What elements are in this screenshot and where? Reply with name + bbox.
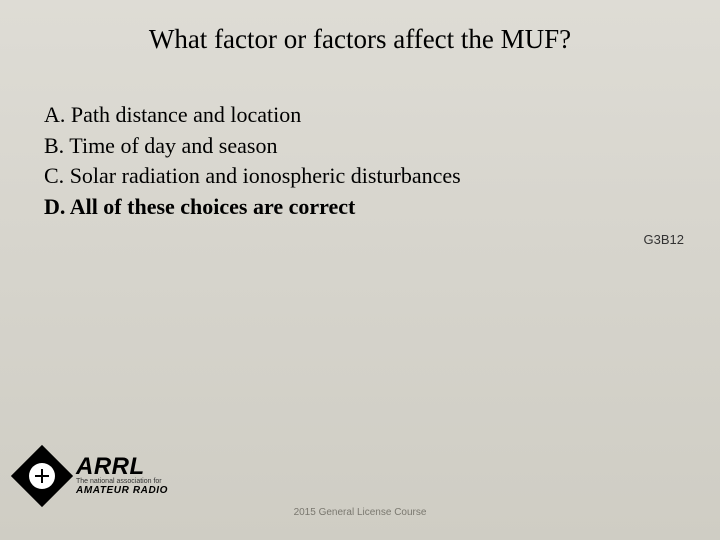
option-text: All of these choices are correct — [70, 194, 356, 219]
question-title: What factor or factors affect the MUF? — [0, 0, 720, 55]
question-code: G3B12 — [644, 232, 684, 247]
footer-text: 2015 General License Course — [0, 507, 720, 518]
option-b: B. Time of day and season — [44, 132, 720, 161]
option-d: D. All of these choices are correct — [44, 193, 720, 222]
option-a: A. Path distance and location — [44, 101, 720, 130]
options-list: A. Path distance and location B. Time of… — [44, 101, 720, 221]
arrl-name: ARRL — [76, 456, 168, 478]
option-text: Solar radiation and ionospheric disturba… — [70, 163, 461, 188]
arrl-logo-text: ARRL The national association for AMATEU… — [76, 456, 168, 497]
arrl-tagline1: The national association for — [76, 478, 168, 485]
option-letter: D. — [44, 194, 65, 219]
option-text: Path distance and location — [71, 102, 301, 127]
option-c: C. Solar radiation and ionospheric distu… — [44, 162, 720, 191]
arrl-logo: ARRL The national association for AMATEU… — [20, 454, 168, 498]
arrl-diamond-icon — [11, 445, 73, 507]
arrl-tagline2: AMATEUR RADIO — [76, 485, 168, 496]
option-letter: B. — [44, 133, 64, 158]
option-text: Time of day and season — [69, 133, 277, 158]
option-letter: A. — [44, 102, 65, 127]
option-letter: C. — [44, 163, 64, 188]
